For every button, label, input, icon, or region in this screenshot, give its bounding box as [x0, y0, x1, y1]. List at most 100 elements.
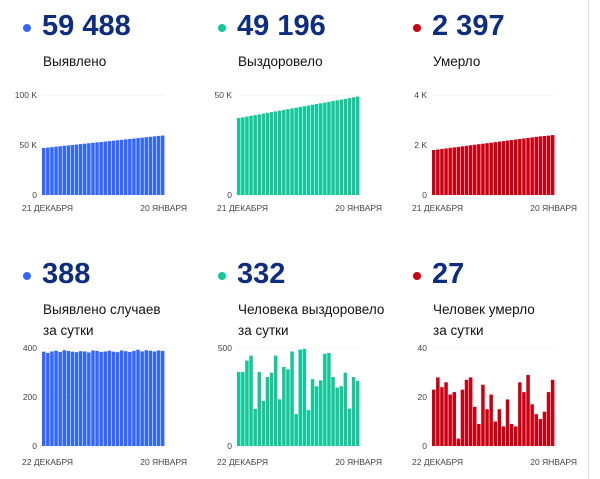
bar[interactable] — [323, 102, 327, 195]
bar[interactable] — [74, 144, 79, 195]
bar[interactable] — [70, 351, 75, 446]
bar[interactable] — [132, 138, 136, 195]
bar[interactable] — [140, 351, 144, 446]
bar[interactable] — [335, 387, 339, 446]
bar[interactable] — [468, 377, 473, 446]
bar[interactable] — [152, 136, 157, 195]
bar[interactable] — [66, 350, 71, 446]
bar[interactable] — [46, 352, 50, 446]
bar[interactable] — [136, 138, 140, 195]
bar[interactable] — [331, 377, 335, 446]
bar[interactable] — [489, 394, 493, 446]
bar[interactable] — [58, 351, 62, 446]
bar[interactable] — [148, 136, 153, 195]
bar[interactable] — [448, 394, 452, 446]
bar[interactable] — [327, 101, 331, 195]
bar[interactable] — [265, 112, 270, 195]
bar[interactable] — [148, 350, 153, 446]
bar[interactable] — [160, 135, 165, 195]
bar[interactable] — [62, 145, 67, 195]
bar[interactable] — [319, 103, 323, 195]
bar[interactable] — [42, 147, 46, 195]
bar[interactable] — [550, 135, 555, 195]
bar[interactable] — [290, 108, 294, 195]
bar[interactable] — [257, 114, 262, 195]
bar[interactable] — [160, 350, 165, 446]
bar[interactable] — [306, 105, 311, 195]
bar[interactable] — [522, 392, 526, 446]
bar[interactable] — [514, 426, 518, 446]
bar[interactable] — [355, 96, 360, 195]
bar[interactable] — [78, 144, 83, 195]
bar[interactable] — [351, 377, 356, 446]
bar[interactable] — [323, 353, 327, 446]
bar[interactable] — [128, 138, 132, 195]
bar[interactable] — [253, 408, 257, 446]
bar[interactable] — [526, 137, 530, 195]
bar[interactable] — [522, 138, 526, 195]
bar[interactable] — [347, 408, 352, 446]
bar[interactable] — [477, 423, 481, 446]
bar[interactable] — [509, 140, 514, 195]
bar[interactable] — [290, 351, 294, 446]
bar[interactable] — [269, 372, 274, 446]
bar[interactable] — [302, 348, 307, 446]
bar[interactable] — [501, 426, 506, 446]
bar[interactable] — [249, 355, 253, 446]
bar[interactable] — [456, 146, 461, 195]
bar[interactable] — [526, 374, 530, 446]
bar[interactable] — [144, 350, 149, 446]
bar[interactable] — [302, 106, 307, 195]
bar[interactable] — [432, 389, 436, 446]
bar[interactable] — [310, 379, 315, 446]
bar[interactable] — [518, 138, 522, 195]
bar[interactable] — [42, 351, 46, 446]
bar[interactable] — [343, 372, 348, 446]
bar[interactable] — [505, 399, 510, 446]
bar[interactable] — [351, 97, 356, 195]
bar[interactable] — [534, 136, 539, 195]
bar[interactable] — [485, 143, 489, 195]
bar[interactable] — [497, 141, 502, 195]
bar[interactable] — [50, 351, 54, 446]
bar[interactable] — [355, 380, 360, 446]
bar[interactable] — [347, 98, 352, 195]
bar[interactable] — [128, 351, 132, 446]
bar[interactable] — [74, 352, 79, 446]
bar[interactable] — [538, 419, 543, 446]
bar[interactable] — [546, 135, 551, 195]
bar[interactable] — [314, 104, 319, 195]
bar[interactable] — [245, 360, 249, 446]
bar[interactable] — [237, 372, 241, 446]
bar[interactable] — [460, 389, 465, 446]
bar[interactable] — [339, 386, 344, 446]
bar[interactable] — [481, 384, 485, 446]
bar[interactable] — [440, 148, 444, 195]
bar[interactable] — [473, 406, 477, 446]
bar[interactable] — [111, 140, 116, 195]
bar[interactable] — [294, 414, 298, 446]
bar[interactable] — [436, 149, 440, 195]
bar[interactable] — [497, 409, 502, 446]
bar[interactable] — [83, 351, 87, 446]
bar[interactable] — [83, 143, 87, 195]
bar[interactable] — [99, 141, 103, 195]
bar[interactable] — [518, 382, 522, 446]
bar[interactable] — [444, 148, 448, 195]
bar[interactable] — [464, 145, 469, 195]
bar[interactable] — [509, 423, 514, 446]
bar[interactable] — [273, 355, 278, 446]
bar[interactable] — [54, 350, 58, 446]
bar[interactable] — [156, 135, 161, 195]
bar[interactable] — [132, 350, 136, 446]
bar[interactable] — [452, 147, 457, 195]
bar[interactable] — [460, 146, 465, 195]
bar[interactable] — [95, 350, 99, 446]
bar[interactable] — [119, 139, 124, 195]
bar[interactable] — [444, 382, 448, 446]
bar[interactable] — [115, 352, 120, 446]
bar[interactable] — [70, 144, 75, 195]
bar[interactable] — [534, 414, 539, 446]
bar[interactable] — [298, 106, 303, 195]
bar[interactable] — [152, 351, 157, 446]
